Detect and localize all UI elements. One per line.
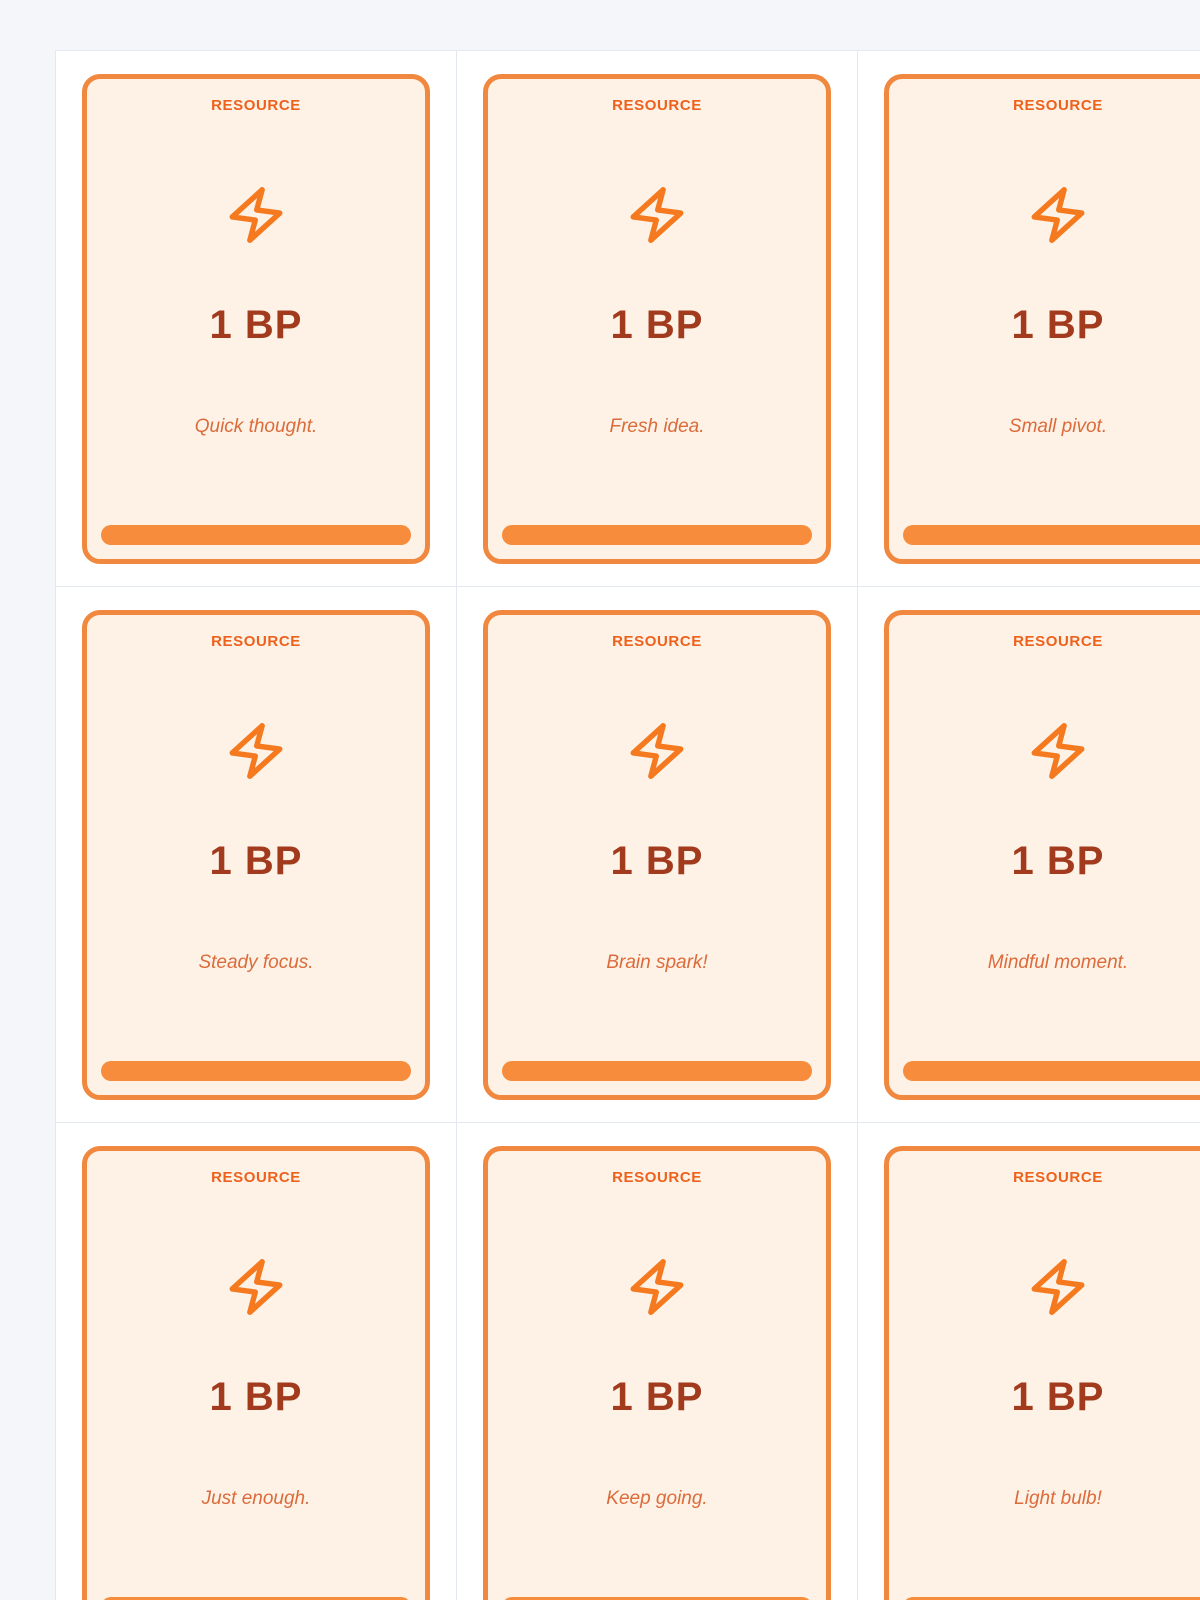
resource-card[interactable]: RESOURCE 1 BP Brain spark! (483, 610, 831, 1100)
grid-cell: RESOURCE 1 BP Keep going. (457, 1123, 857, 1600)
card-type-label: RESOURCE (612, 1169, 702, 1186)
card-type-label: RESOURCE (211, 1169, 301, 1186)
card-footer-bar (903, 1061, 1200, 1081)
grid-cell: RESOURCE 1 BP Just enough. (56, 1123, 456, 1600)
resource-card[interactable]: RESOURCE 1 BP Steady focus. (82, 610, 430, 1100)
card-flavor-text: Just enough. (201, 1488, 311, 1509)
card-type-label: RESOURCE (211, 633, 301, 650)
card-flavor-text: Quick thought. (194, 416, 318, 437)
card-grid: RESOURCE 1 BP Quick thought. RESOURCE 1 … (55, 50, 1200, 1600)
lightning-bolt-icon (229, 1259, 283, 1315)
card-flavor-text: Light bulb! (1014, 1488, 1102, 1509)
card-type-label: RESOURCE (612, 97, 702, 114)
card-footer-bar (502, 525, 812, 545)
card-flavor-text: Mindful moment. (987, 952, 1129, 973)
card-type-label: RESOURCE (1013, 1169, 1103, 1186)
lightning-bolt-icon (229, 723, 283, 779)
lightning-bolt-icon (1031, 1259, 1085, 1315)
resource-card[interactable]: RESOURCE 1 BP Quick thought. (82, 74, 430, 564)
card-footer-bar (101, 1597, 411, 1600)
grid-cell: RESOURCE 1 BP Small pivot. (858, 51, 1200, 586)
card-type-label: RESOURCE (612, 633, 702, 650)
card-flavor-text: Small pivot. (1008, 416, 1108, 437)
card-flavor-text: Steady focus. (198, 952, 314, 973)
card-value: 1 BP (610, 1375, 704, 1419)
card-footer-bar (903, 525, 1200, 545)
card-value: 1 BP (209, 303, 303, 347)
resource-card[interactable]: RESOURCE 1 BP Fresh idea. (483, 74, 831, 564)
card-value: 1 BP (1011, 303, 1105, 347)
card-footer-bar (101, 1061, 411, 1081)
grid-cell: RESOURCE 1 BP Light bulb! (858, 1123, 1200, 1600)
lightning-bolt-icon (630, 1259, 684, 1315)
card-value: 1 BP (1011, 839, 1105, 883)
card-footer-bar (502, 1597, 812, 1600)
card-value: 1 BP (1011, 1375, 1105, 1419)
card-footer-bar (101, 525, 411, 545)
lightning-bolt-icon (229, 187, 283, 243)
card-type-label: RESOURCE (211, 97, 301, 114)
grid-cell: RESOURCE 1 BP Mindful moment. (858, 587, 1200, 1122)
resource-card[interactable]: RESOURCE 1 BP Mindful moment. (884, 610, 1200, 1100)
resource-card[interactable]: RESOURCE 1 BP Small pivot. (884, 74, 1200, 564)
card-value: 1 BP (610, 839, 704, 883)
resource-card[interactable]: RESOURCE 1 BP Just enough. (82, 1146, 430, 1600)
lightning-bolt-icon (630, 723, 684, 779)
grid-cell: RESOURCE 1 BP Steady focus. (56, 587, 456, 1122)
card-type-label: RESOURCE (1013, 633, 1103, 650)
grid-cell: RESOURCE 1 BP Fresh idea. (457, 51, 857, 586)
grid-cell: RESOURCE 1 BP Quick thought. (56, 51, 456, 586)
resource-card[interactable]: RESOURCE 1 BP Light bulb! (884, 1146, 1200, 1600)
card-type-label: RESOURCE (1013, 97, 1103, 114)
card-value: 1 BP (209, 1375, 303, 1419)
card-flavor-text: Fresh idea. (609, 416, 705, 437)
lightning-bolt-icon (1031, 187, 1085, 243)
resource-card[interactable]: RESOURCE 1 BP Keep going. (483, 1146, 831, 1600)
lightning-bolt-icon (1031, 723, 1085, 779)
card-footer-bar (502, 1061, 812, 1081)
card-flavor-text: Brain spark! (606, 952, 708, 973)
card-value: 1 BP (610, 303, 704, 347)
lightning-bolt-icon (630, 187, 684, 243)
card-value: 1 BP (209, 839, 303, 883)
card-flavor-text: Keep going. (606, 1488, 708, 1509)
card-footer-bar (903, 1597, 1200, 1600)
grid-cell: RESOURCE 1 BP Brain spark! (457, 587, 857, 1122)
